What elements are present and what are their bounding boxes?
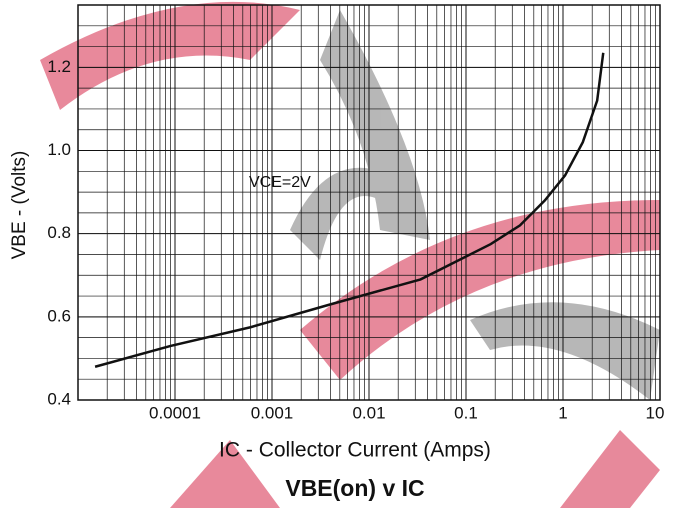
y-tick-label: 0.4 <box>47 389 71 408</box>
x-tick-label: 0.0001 <box>149 403 201 422</box>
y-tick-label: 1.2 <box>47 57 71 76</box>
y-tick-label: 0.6 <box>47 306 71 325</box>
chart-title: VBE(on) v IC <box>285 475 424 501</box>
watermark-shape <box>170 440 280 508</box>
watermark-shape <box>40 1 300 111</box>
y-tick-label: 0.8 <box>47 223 71 242</box>
x-tick-label: 0.1 <box>454 403 478 422</box>
watermark-shape <box>290 167 400 260</box>
watermark <box>40 1 660 508</box>
watermark-shape <box>300 200 660 380</box>
data-line <box>94 52 605 368</box>
x-tick-label: 0.01 <box>352 403 385 422</box>
watermark-shape <box>470 302 660 400</box>
y-axis-label: VBE - (Volts) <box>9 151 30 260</box>
y-tick-label: 1.0 <box>47 140 71 159</box>
annotation: VCE=2V <box>249 174 311 191</box>
x-tick-label: 10 <box>646 403 665 422</box>
x-axis-label: IC - Collector Current (Amps) <box>219 439 491 462</box>
x-tick-label: 1 <box>558 403 567 422</box>
watermark-shape <box>560 430 660 508</box>
x-tick-label: 0.001 <box>251 403 294 422</box>
